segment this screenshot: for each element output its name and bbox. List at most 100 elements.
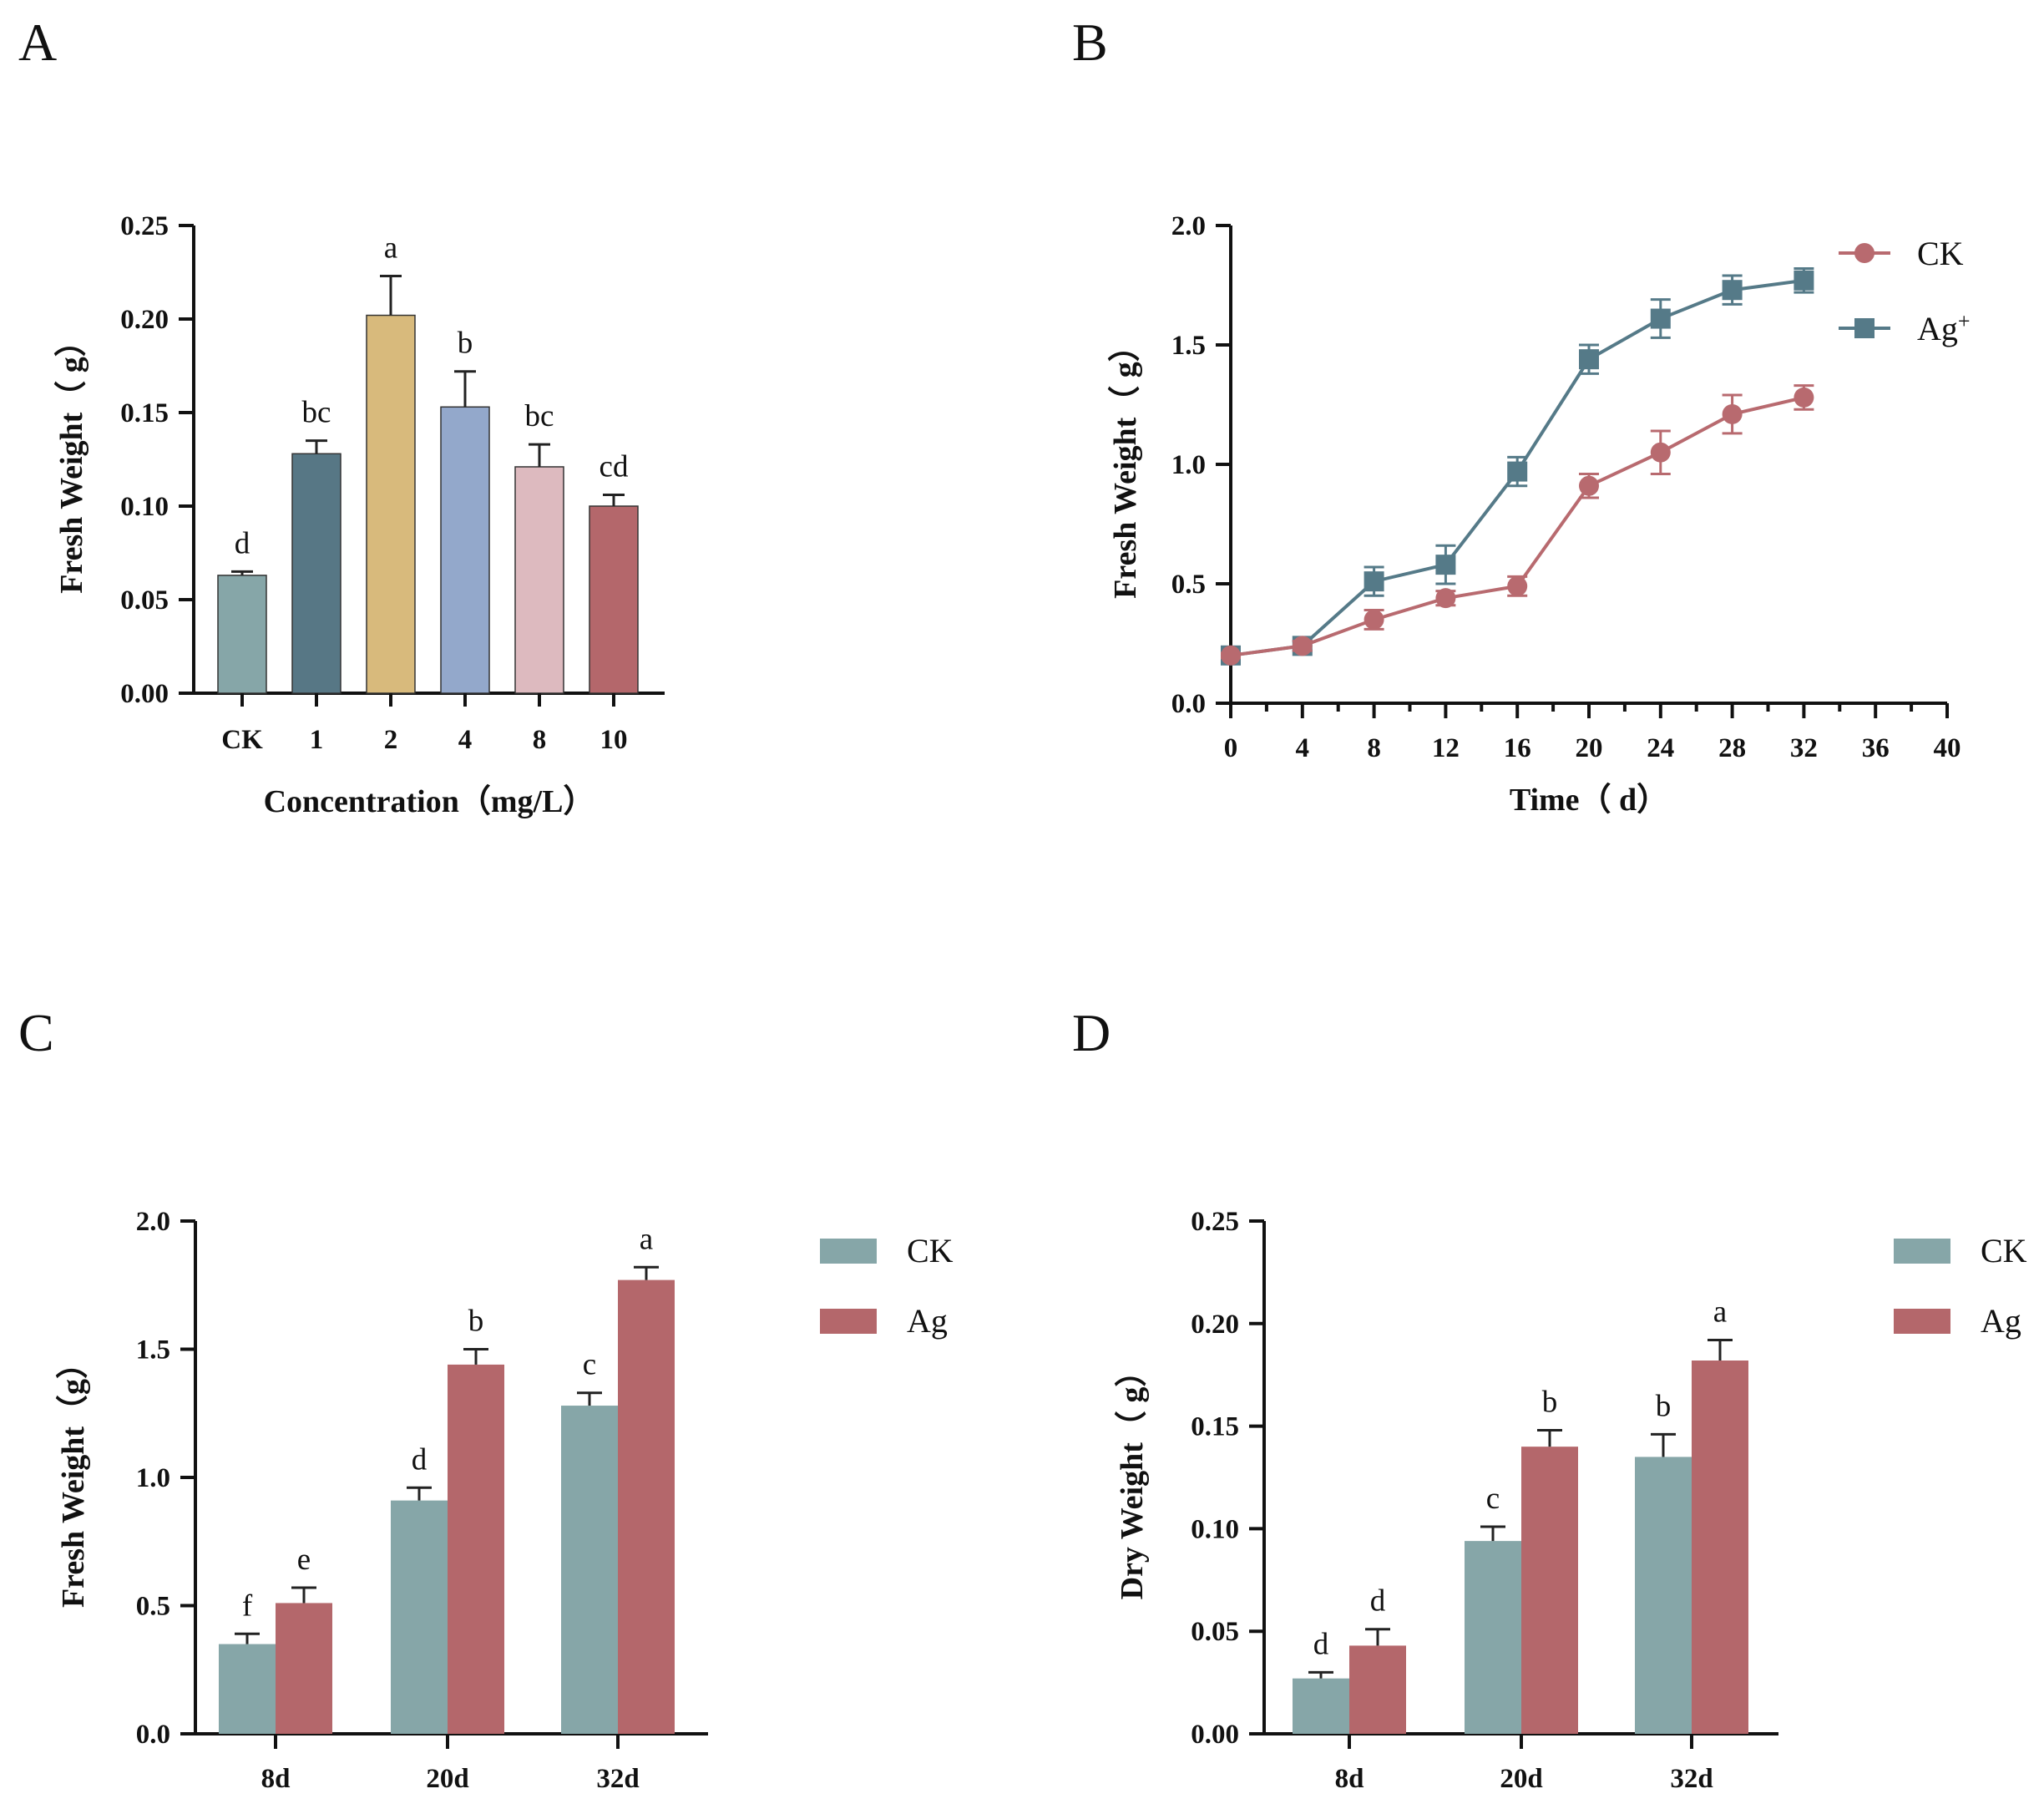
data-point-ck <box>1292 636 1313 656</box>
chart-c-fresh-weight-by-day: 0.0 0.5 1.0 1.5 2.0 Fresh Weight（g） f e 8d d b 20d c… <box>56 1207 954 1794</box>
panel-label-c: C <box>18 1003 54 1062</box>
chart-d-dry-weight-by-day: 0.00 0.05 0.10 0.15 0.20 0.25 Dry Weight（ g） d d… <box>1115 1207 2027 1794</box>
x-tick-label: 1 <box>310 725 324 755</box>
y-tick-label: 0.25 <box>1191 1207 1239 1237</box>
x-tick-label: 8 <box>533 725 547 755</box>
bar-ag-20d <box>1521 1447 1578 1734</box>
legend-swatch-ck <box>820 1239 877 1264</box>
data-point-ag <box>1722 280 1743 301</box>
bar-ag-20d <box>448 1364 504 1734</box>
legend-label-ag: Ag+ <box>1917 309 1971 348</box>
bar-ck-32d <box>1635 1457 1692 1734</box>
y-tick-label: 0.5 <box>1171 570 1206 600</box>
y-tick-label: 0.25 <box>120 211 169 241</box>
bar-ck <box>217 575 267 694</box>
data-point-ck <box>1650 442 1671 463</box>
significance-letter: cd <box>600 450 629 484</box>
data-point-ag <box>1650 308 1671 329</box>
y-tick-label: 0.10 <box>1191 1514 1239 1544</box>
data-point-ag <box>1435 555 1456 575</box>
x-tick-label: 20 <box>1576 733 1603 763</box>
legend-label-ag: Ag <box>907 1302 948 1340</box>
data-point-ag <box>1364 571 1384 592</box>
y-tick-label: 0.00 <box>1191 1720 1239 1750</box>
data-point-ck <box>1794 387 1814 408</box>
bar-ck-20d <box>391 1500 448 1734</box>
legend-swatch-ck <box>1894 1239 1950 1264</box>
x-tick-label: 24 <box>1647 733 1674 763</box>
y-tick-label: 0.0 <box>136 1720 170 1750</box>
x-tick-label: 32d <box>1670 1764 1713 1794</box>
bar-ck-32d <box>561 1406 618 1734</box>
x-tick-label: 8d <box>1335 1764 1364 1794</box>
significance-letter: d <box>1313 1627 1329 1661</box>
legend-swatch-ag <box>1894 1309 1950 1334</box>
significance-letter: bc <box>302 396 331 430</box>
legend-label-ck: CK <box>907 1232 954 1269</box>
data-point-ck <box>1507 575 1528 596</box>
x-axis-title-a: Concentration（mg/L） <box>264 784 595 819</box>
x-tick-label: CK <box>221 725 263 755</box>
x-tick-label: 20d <box>426 1764 468 1794</box>
bar-8 <box>514 466 564 694</box>
x-tick-label: 12 <box>1432 733 1460 763</box>
bar-ag-32d <box>618 1279 675 1734</box>
x-tick-label: 10 <box>600 725 628 755</box>
significance-letter: c <box>1486 1482 1500 1516</box>
series-line-ck <box>1230 395 1804 657</box>
y-tick-label: 2.0 <box>136 1207 170 1237</box>
y-tick-label: 0.05 <box>1191 1617 1239 1647</box>
significance-letter: bc <box>525 399 554 433</box>
y-tick-label: 0.10 <box>120 492 169 522</box>
y-axis-title-c: Fresh Weight（g） <box>56 1347 91 1608</box>
y-tick-label: 0.00 <box>120 679 169 709</box>
x-tick-label: 20d <box>1500 1764 1542 1794</box>
bar-ag-8d <box>276 1603 332 1734</box>
significance-letter: b <box>458 327 473 361</box>
chart-a-concentration-fresh-weight: 0.00 0.05 0.10 0.15 0.20 0.25 Fresh Weight（ g）… <box>54 211 665 819</box>
significance-letter: b <box>468 1305 484 1339</box>
panel-label-b: B <box>1072 13 1108 72</box>
y-axis-title-d: Dry Weight（ g） <box>1115 1355 1150 1600</box>
data-point-ck <box>1221 645 1241 666</box>
significance-letter: b <box>1656 1389 1672 1423</box>
data-point-ag <box>1579 349 1599 370</box>
y-tick-label: 0.5 <box>136 1592 170 1622</box>
x-tick-label: 32 <box>1790 733 1818 763</box>
legend-label-ck: CK <box>1917 235 1964 272</box>
significance-letter: d <box>412 1442 428 1477</box>
data-point-ck <box>1722 403 1743 424</box>
x-tick-label: 8 <box>1367 733 1381 763</box>
bar-ck-20d <box>1465 1541 1521 1734</box>
y-tick-label: 0.20 <box>120 305 169 335</box>
bar-1 <box>291 453 342 694</box>
y-tick-label: 1.0 <box>1171 450 1206 480</box>
x-tick-label: 4 <box>458 725 473 755</box>
significance-letter: f <box>242 1589 253 1623</box>
legend-marker-ck <box>1854 243 1875 263</box>
legend-label-ag: Ag <box>1981 1302 2021 1340</box>
x-axis-title-b: Time（ d） <box>1510 783 1668 818</box>
panel-label-a: A <box>18 13 57 72</box>
legend-superscript: + <box>1958 309 1971 333</box>
bar-ag-8d <box>1349 1645 1406 1734</box>
y-tick-label: 0.15 <box>1191 1412 1239 1442</box>
bar-4 <box>440 406 490 694</box>
bar-ag-32d <box>1692 1360 1748 1734</box>
legend-marker-ag <box>1854 318 1875 338</box>
y-tick-label: 1.5 <box>1171 331 1206 361</box>
y-tick-label: 0.0 <box>1171 689 1206 719</box>
panel-label-d: D <box>1072 1003 1111 1062</box>
y-tick-label: 1.5 <box>136 1335 170 1366</box>
data-point-ag <box>1794 270 1814 291</box>
x-tick-label: 16 <box>1504 733 1531 763</box>
significance-letter: a <box>384 231 397 265</box>
y-tick-label: 0.15 <box>120 398 169 428</box>
x-tick-label: 36 <box>1862 733 1890 763</box>
bar-ck-8d <box>1293 1678 1349 1734</box>
bar-10 <box>589 505 639 694</box>
bar-2 <box>366 314 416 694</box>
x-tick-label: 28 <box>1718 733 1746 763</box>
significance-letter: a <box>1713 1295 1727 1329</box>
